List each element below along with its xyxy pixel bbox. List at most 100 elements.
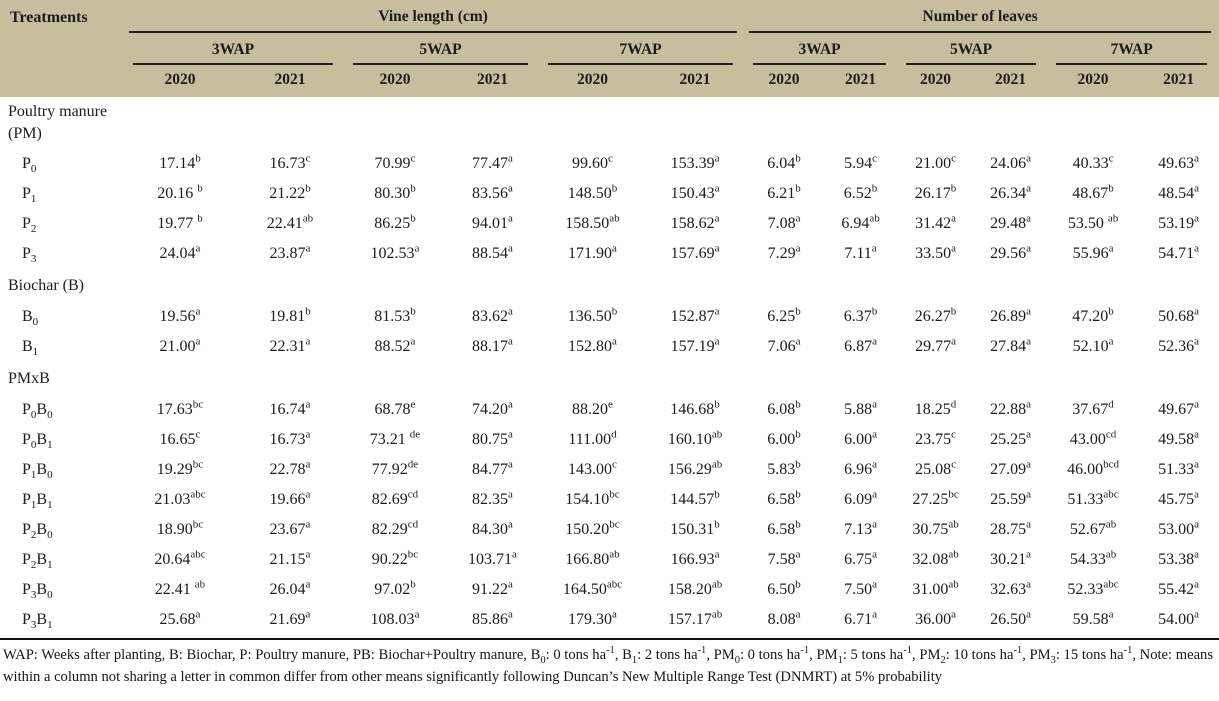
value-cell: 88.54a bbox=[472, 242, 513, 262]
value-cell: 26.27b bbox=[914, 305, 957, 325]
value-cell: 25.08c bbox=[915, 458, 956, 478]
table-row: P0B1 16.65c 16.73a 73.21 de 80.75a 111.00d 160… bbox=[0, 425, 1219, 455]
value-cell: 74.20a bbox=[472, 398, 513, 418]
value-cell: 6.00a bbox=[844, 428, 877, 448]
treatment-label: P3 bbox=[22, 245, 37, 266]
value-cell: 81.53b bbox=[374, 305, 416, 325]
value-cell: 157.17ab bbox=[667, 608, 723, 628]
value-cell: 19.29bc bbox=[156, 458, 204, 478]
value-cell: 31.00ab bbox=[912, 578, 959, 598]
treatment-label: P2 bbox=[22, 215, 37, 236]
value-cell: 52.36a bbox=[1158, 335, 1200, 355]
value-cell: 166.93a bbox=[670, 548, 720, 568]
value-cell: 27.84a bbox=[990, 335, 1031, 355]
value-cell: 148.50b bbox=[567, 182, 618, 202]
value-cell: 16.74a bbox=[269, 398, 311, 418]
treatment-label: P1B0 bbox=[22, 461, 53, 482]
value-cell: 28.75a bbox=[990, 518, 1031, 538]
value-cell: 84.30a bbox=[472, 518, 513, 538]
value-cell: 158.20ab bbox=[667, 578, 723, 598]
value-cell: 54.33ab bbox=[1069, 548, 1117, 568]
value-cell: 27.25bc bbox=[912, 488, 959, 508]
value-cell: 156.29ab bbox=[667, 458, 723, 478]
value-cell: 6.58b bbox=[767, 488, 801, 508]
value-cell: 26.17b bbox=[914, 182, 957, 202]
value-cell: 150.31b bbox=[670, 518, 720, 538]
treatment-label: P3B0 bbox=[22, 581, 53, 602]
year-header: 2020 bbox=[125, 65, 235, 97]
value-cell: 16.65c bbox=[159, 428, 201, 448]
value-cell: 51.33a bbox=[1158, 458, 1200, 478]
value-cell: 6.94ab bbox=[841, 212, 880, 232]
value-cell: 6.96a bbox=[844, 458, 877, 478]
group-row: Biochar (B) bbox=[0, 269, 1219, 302]
value-cell: 31.42a bbox=[915, 212, 956, 232]
value-cell: 150.43a bbox=[670, 182, 720, 202]
table-row: P2B1 20.64abc 21.15a 90.22bc 103.71a 166.80ab… bbox=[0, 545, 1219, 575]
year-header: 2020 bbox=[1048, 65, 1139, 97]
value-cell: 154.10bc bbox=[565, 488, 620, 508]
value-cell: 88.17a bbox=[472, 335, 513, 355]
value-cell: 24.04a bbox=[159, 242, 201, 262]
value-cell: 77.47a bbox=[472, 152, 513, 172]
value-cell: 7.08a bbox=[767, 212, 801, 232]
value-cell: 164.50abc bbox=[562, 578, 623, 598]
value-cell: 6.00b bbox=[767, 428, 801, 448]
table-row: P3B1 25.68a 21.69a 108.03a 85.86a 179.30a 157.… bbox=[0, 605, 1219, 635]
value-cell: 21.15a bbox=[269, 548, 311, 568]
value-cell: 77.92de bbox=[371, 458, 419, 478]
value-cell: 30.75ab bbox=[912, 518, 959, 538]
value-cell: 21.03abc bbox=[154, 488, 206, 508]
value-cell: 88.52a bbox=[374, 335, 416, 355]
value-cell: 53.50 ab bbox=[1067, 212, 1119, 232]
value-cell: 30.21a bbox=[990, 548, 1031, 568]
value-cell: 157.19a bbox=[670, 335, 720, 355]
value-cell: 26.89a bbox=[990, 305, 1031, 325]
value-cell: 166.80ab bbox=[565, 548, 620, 568]
value-cell: 25.59a bbox=[990, 488, 1031, 508]
value-cell: 32.08ab bbox=[912, 548, 959, 568]
table-row: P1 20.16 b 21.22b 80.30b 83.56a 148.50b 150.43… bbox=[0, 179, 1219, 209]
value-cell: 103.71a bbox=[468, 548, 517, 568]
value-cell: 82.35a bbox=[472, 488, 513, 508]
treatment-label: B0 bbox=[22, 308, 39, 329]
value-cell: 6.25b bbox=[767, 305, 801, 325]
value-cell: 43.00cd bbox=[1069, 428, 1117, 448]
value-cell: 160.10ab bbox=[667, 428, 723, 448]
treatments-label: Treatments bbox=[10, 9, 88, 26]
value-cell: 33.50a bbox=[915, 242, 956, 262]
group-row: PMxB bbox=[0, 362, 1219, 395]
value-cell: 179.30a bbox=[568, 608, 617, 628]
group-row: Poultry manure (PM) bbox=[0, 97, 1219, 149]
value-cell: 55.96a bbox=[1072, 242, 1114, 262]
value-cell: 20.64abc bbox=[154, 548, 206, 568]
value-cell: 49.58a bbox=[1158, 428, 1200, 448]
table-body: Poultry manure (PM) P0 17.14b 16.73c 70.99c 7… bbox=[0, 97, 1219, 635]
value-cell: 49.63a bbox=[1158, 152, 1200, 172]
year-header: 2020 bbox=[745, 65, 824, 97]
value-cell: 7.06a bbox=[767, 335, 801, 355]
value-cell: 5.94c bbox=[844, 152, 877, 172]
value-cell: 45.75a bbox=[1158, 488, 1200, 508]
value-cell: 90.22bc bbox=[371, 548, 419, 568]
value-cell: 25.68a bbox=[159, 608, 201, 628]
treatment-group-label: Biochar (B) bbox=[8, 276, 84, 294]
value-cell: 19.81b bbox=[269, 305, 311, 325]
table-row: B1 21.00a 22.31a 88.52a 88.17a 152.80a 157.19a… bbox=[0, 332, 1219, 362]
table-header: Treatments Vine length (cm) Number of le… bbox=[0, 0, 1219, 97]
value-cell: 6.75a bbox=[844, 548, 877, 568]
value-cell: 83.62a bbox=[472, 305, 513, 325]
value-cell: 94.01a bbox=[472, 212, 513, 232]
value-cell: 49.67a bbox=[1158, 398, 1200, 418]
value-cell: 6.58b bbox=[767, 518, 801, 538]
value-cell: 6.50b bbox=[767, 578, 801, 598]
value-cell: 54.71a bbox=[1158, 242, 1200, 262]
value-cell: 82.69cd bbox=[371, 488, 419, 508]
treatment-label: P2B1 bbox=[22, 551, 53, 572]
value-cell: 83.56a bbox=[472, 182, 513, 202]
table-row: B0 19.56a 19.81b 81.53b 83.62a 136.50b 152.87a… bbox=[0, 302, 1219, 332]
value-cell: 6.87a bbox=[844, 335, 877, 355]
value-cell: 7.58a bbox=[767, 548, 801, 568]
value-cell: 29.56a bbox=[990, 242, 1031, 262]
value-cell: 48.67b bbox=[1072, 182, 1114, 202]
